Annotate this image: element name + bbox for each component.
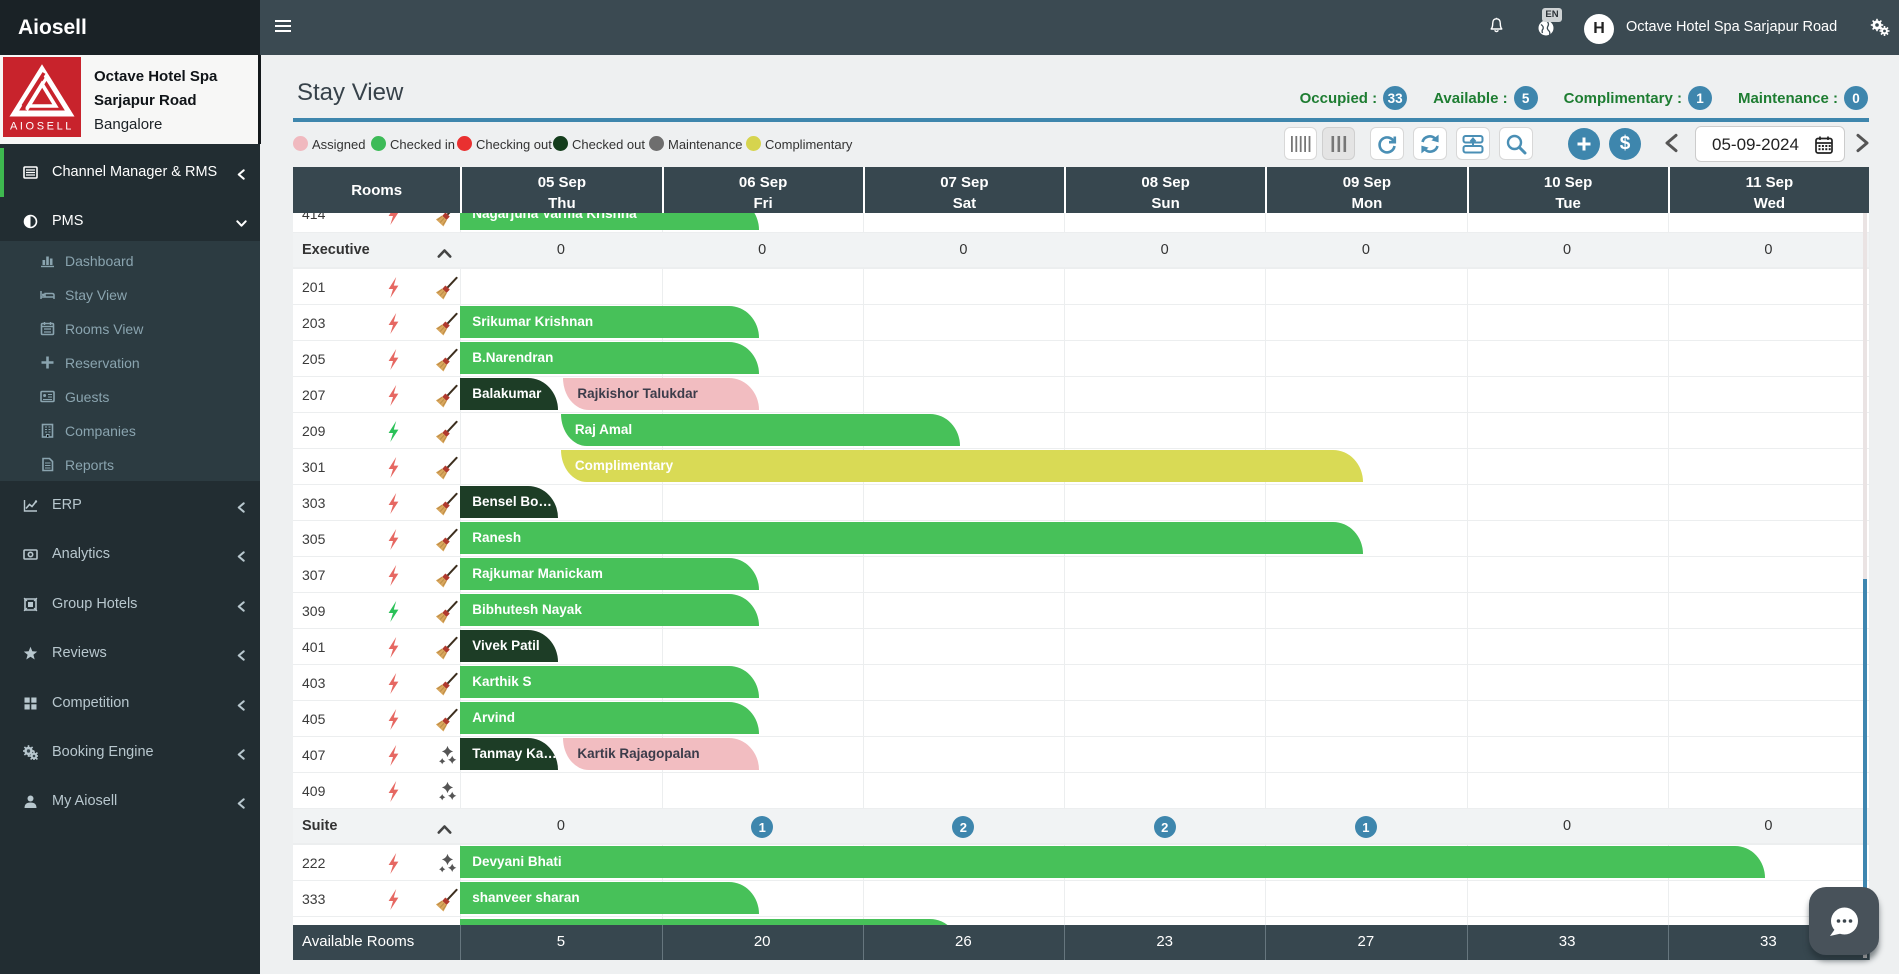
svg-text:AIOSELL: AIOSELL <box>10 121 74 133</box>
